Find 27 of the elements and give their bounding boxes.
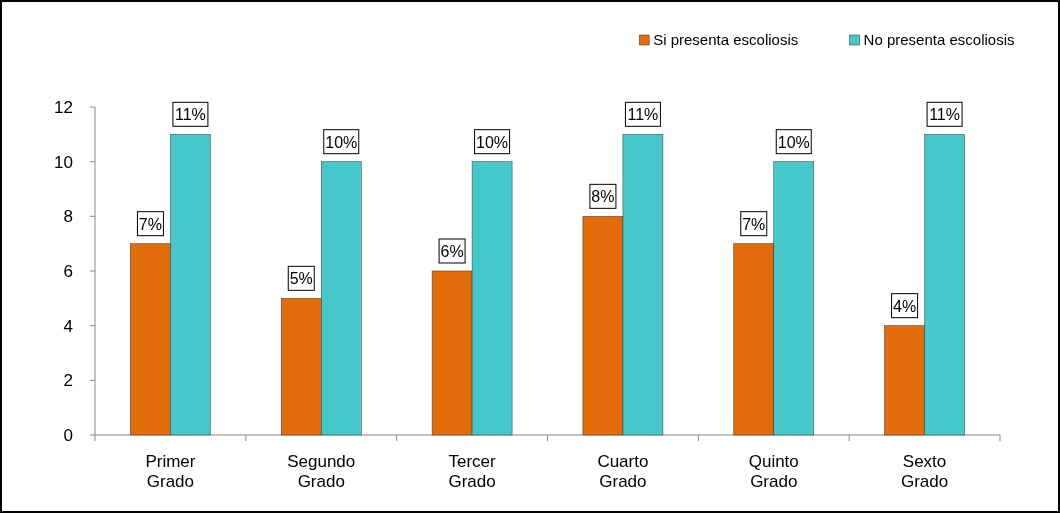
- y-tick-label: 4: [63, 316, 73, 336]
- data-label: 8%: [591, 188, 615, 206]
- legend-label: Si presenta escoliosis: [653, 31, 799, 48]
- data-label: 11%: [627, 106, 659, 124]
- y-tick-label: 10: [54, 152, 73, 172]
- legend-label: No presenta escoliosis: [863, 31, 1015, 48]
- x-tick-label: Cuarto Grado: [597, 452, 649, 491]
- x-tick-label: Quinto Grado: [748, 452, 799, 491]
- x-tick-label: Segundo Grado: [287, 452, 356, 491]
- data-label: 10%: [476, 133, 509, 151]
- data-label: 6%: [440, 243, 464, 260]
- data-label: 11%: [174, 106, 206, 124]
- data-label: 10%: [325, 133, 358, 151]
- y-tick-label: 2: [63, 371, 73, 391]
- data-label: 10%: [777, 133, 810, 151]
- y-tick-label: 6: [63, 262, 73, 281]
- data-label: 7%: [138, 215, 162, 233]
- x-tick-label: Tercer Grado: [448, 452, 497, 491]
- data-label: 7%: [742, 215, 766, 233]
- y-tick-label: 12: [54, 98, 73, 117]
- x-tick-label: Sexto Grado: [900, 452, 949, 491]
- data-label: 11%: [929, 106, 961, 124]
- data-label: 5%: [289, 270, 313, 288]
- y-tick-label: 0: [63, 426, 73, 445]
- data-label: 4%: [893, 297, 917, 315]
- x-tick-label: Primer Grado: [145, 452, 196, 491]
- y-tick-label: 8: [63, 207, 73, 227]
